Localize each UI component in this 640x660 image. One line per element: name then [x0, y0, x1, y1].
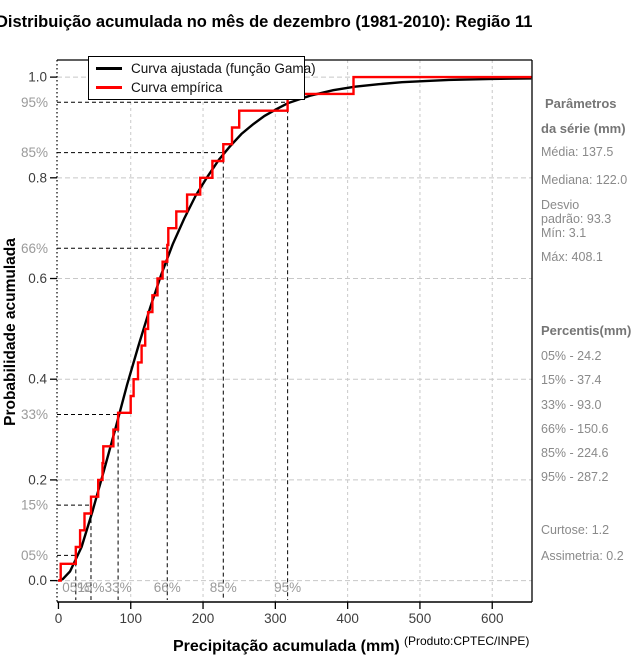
- percentil-15: 15% - 37.4: [541, 373, 602, 387]
- params-header-line1: Parâmetros: [545, 96, 617, 111]
- stat-desvio-line1: Desvio: [541, 198, 580, 212]
- x-percent-label: 05%: [62, 580, 89, 595]
- stat-media: Média: 137.5: [541, 145, 614, 159]
- fitted-curve: [58, 77, 532, 582]
- percentil-95: 95% - 287.2: [541, 470, 609, 484]
- empirical-curve: [58, 75, 532, 582]
- y-percent-label: 85%: [21, 145, 48, 160]
- x-percent-label: 95%: [274, 580, 301, 595]
- y-percent-label: 95%: [21, 95, 48, 110]
- percentil-33: 33% - 93.0: [541, 398, 602, 412]
- percentil-66: 66% - 150.6: [541, 422, 609, 436]
- x-tick-label: 0: [55, 611, 63, 626]
- y-percent-label: 66%: [21, 241, 48, 256]
- y-tick-label: 0.4: [28, 372, 47, 387]
- x-tick-label: 300: [264, 611, 287, 626]
- y-percent-label: 33%: [21, 407, 48, 422]
- fitted-curve-swatch: [96, 67, 122, 70]
- stat-min: Mín: 3.1: [541, 226, 587, 240]
- params-header-line2: da série (mm): [541, 121, 626, 136]
- x-axis-label: Precipitação acumulada (mm): [173, 638, 400, 655]
- y-percent-label: 15%: [21, 498, 48, 513]
- y-axis-label: Probabilidade acumulada: [2, 238, 19, 426]
- stat-desvio-line2: padrão: 93.3: [541, 212, 612, 226]
- percentil-05: 05% - 24.2: [541, 349, 602, 363]
- stat-mediana: Mediana: 122.0: [541, 173, 628, 187]
- legend-label-empirical: Curva empírica: [131, 80, 223, 95]
- legend-label-fitted: Curva ajustada (função Gama): [131, 61, 316, 76]
- y-tick-label: 0.2: [28, 472, 47, 487]
- x-percent-label: 85%: [210, 580, 237, 595]
- x-percent-label: 15%: [77, 580, 104, 595]
- legend-entry-empirical: Curva empírica: [89, 78, 304, 97]
- y-tick-label: 0.0: [28, 573, 47, 588]
- x-percent-label: 66%: [154, 580, 181, 595]
- x-tick-label: 400: [336, 611, 359, 626]
- percentis-header: Percentis(mm): [541, 323, 632, 338]
- percentil-85: 85% - 224.6: [541, 446, 609, 460]
- x-tick-label: 600: [481, 611, 504, 626]
- y-tick-label: 1.0: [28, 70, 47, 85]
- empirical-curve-swatch: [96, 86, 122, 89]
- stat-curtose: Curtose: 1.2: [541, 523, 610, 537]
- x-tick-label: 500: [409, 611, 432, 626]
- y-percent-label: 05%: [21, 548, 48, 563]
- stat-assimetria: Assimetria: 0.2: [541, 549, 624, 563]
- x-tick-label: 100: [119, 611, 142, 626]
- x-percent-label: 33%: [105, 580, 132, 595]
- y-tick-label: 0.8: [28, 170, 47, 185]
- product-note: (Produto:CPTEC/INPE): [404, 634, 530, 648]
- y-tick-label: 0.6: [28, 271, 47, 286]
- chart-title: Distribuição acumulada no mês de dezembr…: [0, 13, 533, 31]
- x-tick-label: 200: [192, 611, 215, 626]
- stat-max: Máx: 408.1: [541, 250, 603, 264]
- legend-entry-fitted: Curva ajustada (função Gama): [89, 59, 316, 78]
- legend: Curva ajustada (função Gama) Curva empír…: [88, 56, 316, 100]
